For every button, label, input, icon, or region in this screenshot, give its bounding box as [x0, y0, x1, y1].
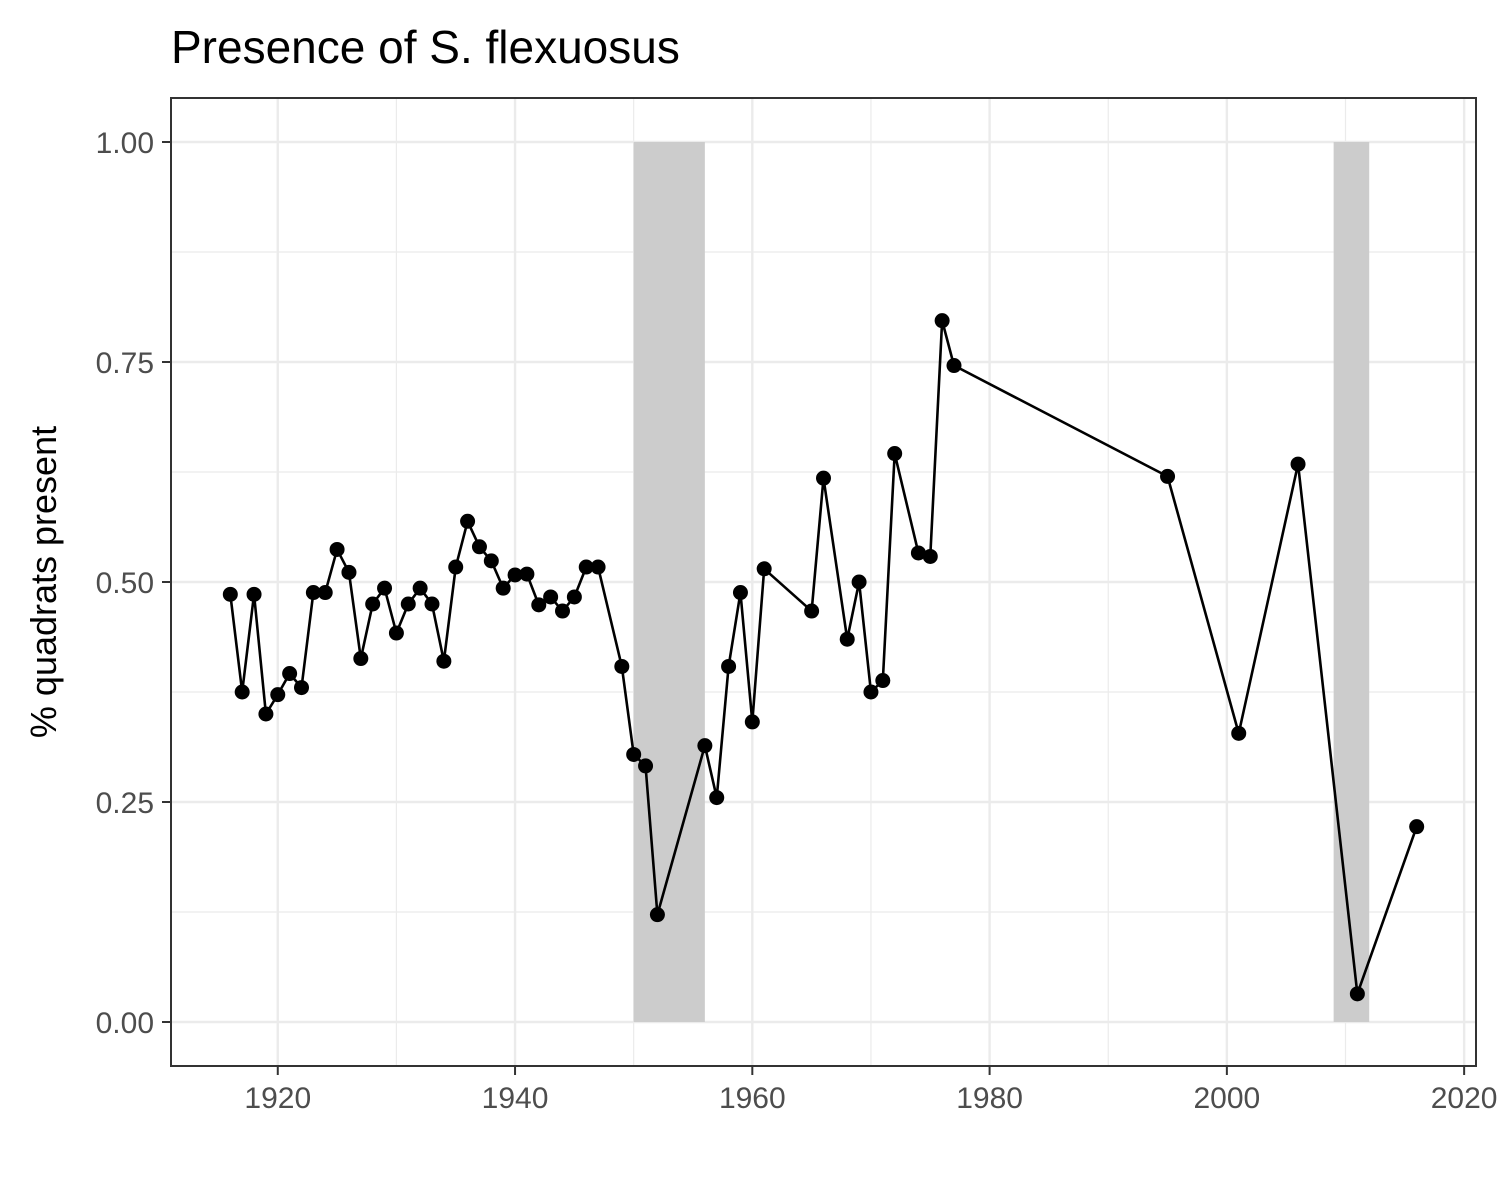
data-point [483, 553, 499, 569]
data-point [258, 706, 274, 722]
data-point [436, 653, 452, 669]
data-point [234, 684, 250, 700]
data-point [863, 684, 879, 700]
data-point [709, 790, 725, 806]
data-point [578, 559, 594, 575]
data-point [317, 585, 333, 601]
x-tick-label: 1960 [719, 1082, 786, 1115]
y-tick-label: 0.75 [96, 347, 154, 380]
data-point [400, 596, 416, 612]
data-point [697, 738, 713, 754]
data-point [744, 714, 760, 730]
chart-title: Presence of S. flexuosus [171, 21, 680, 73]
data-point [270, 687, 286, 703]
data-point [566, 589, 582, 605]
data-point [590, 559, 606, 575]
x-tick-label: 2020 [1431, 1082, 1498, 1115]
data-point [922, 548, 938, 564]
data-point [377, 580, 393, 596]
data-point [1231, 725, 1247, 741]
series-layer [222, 313, 1425, 1002]
data-point [460, 513, 476, 529]
data-point [341, 564, 357, 580]
data-point [555, 603, 570, 619]
series-line [229, 319, 1418, 996]
x-axis: 1920 1940 1960 1980 2000 2020 [244, 1066, 1498, 1115]
data-point [1349, 986, 1365, 1002]
data-point [839, 631, 855, 647]
data-point [353, 651, 369, 667]
data-point [626, 746, 642, 762]
data-point [732, 585, 748, 601]
data-point [851, 574, 867, 590]
data-point [614, 658, 630, 674]
data-point [329, 541, 345, 557]
data-point [638, 758, 654, 774]
data-point [543, 589, 559, 605]
data-point [305, 585, 321, 601]
x-tick-label: 1920 [244, 1082, 311, 1115]
data-point [282, 666, 298, 682]
shaded-period [633, 142, 705, 1022]
data-point [294, 680, 309, 696]
y-axis: 0.00 0.25 0.50 0.75 1.00 [96, 127, 171, 1040]
data-point [424, 596, 440, 612]
data-point [448, 559, 464, 575]
data-point [804, 603, 820, 619]
data-point [519, 566, 535, 582]
data-point [531, 597, 547, 613]
data-point [934, 313, 950, 329]
data-point [1160, 468, 1176, 484]
y-tick-label: 1.00 [96, 127, 154, 160]
x-tick-label: 1980 [956, 1082, 1023, 1115]
data-point [721, 658, 737, 674]
data-point [875, 673, 891, 689]
shaded-period [1333, 142, 1370, 1022]
x-tick-label: 2000 [1193, 1082, 1260, 1115]
data-point [507, 567, 523, 583]
data-point [222, 586, 238, 602]
data-point [1290, 456, 1306, 472]
grid-lines [171, 98, 1476, 1066]
data-point [816, 470, 831, 486]
x-tick-label: 1940 [482, 1082, 549, 1115]
data-point [887, 446, 903, 462]
y-tick-label: 0.00 [96, 1007, 154, 1040]
data-point [910, 545, 926, 561]
data-point [946, 358, 962, 374]
data-point [365, 596, 381, 612]
data-point [649, 907, 665, 923]
y-tick-label: 0.50 [96, 567, 154, 600]
data-point [412, 580, 428, 596]
data-point [388, 625, 404, 641]
data-point [495, 580, 511, 596]
data-point [1409, 819, 1425, 835]
data-point [471, 539, 487, 555]
y-axis-label: % quadrats present [23, 426, 64, 738]
y-tick-label: 0.25 [96, 787, 154, 820]
data-point [756, 561, 772, 577]
data-point [246, 586, 262, 602]
